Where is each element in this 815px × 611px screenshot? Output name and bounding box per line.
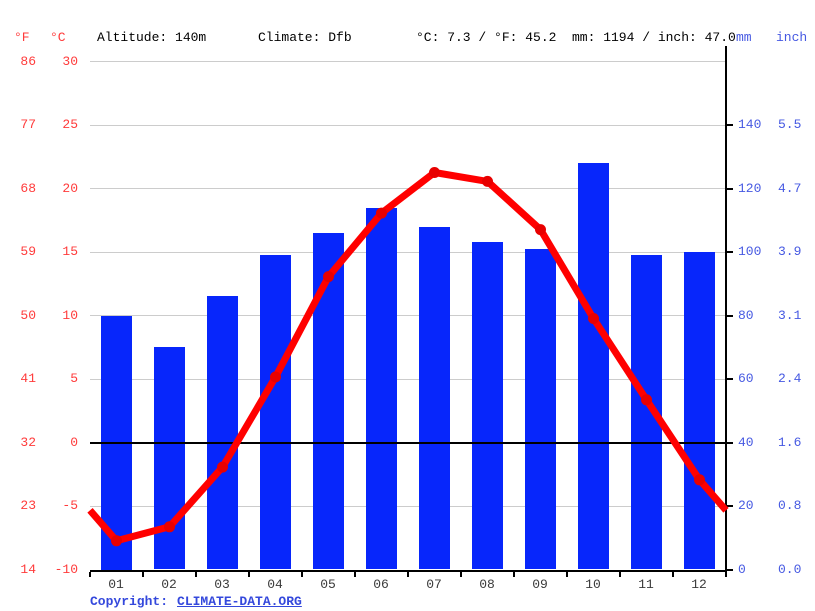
month-label: 06	[373, 577, 389, 592]
precipitation-bar	[684, 252, 715, 569]
precipitation-bar	[260, 255, 291, 569]
month-label: 03	[214, 577, 230, 592]
gridline	[90, 61, 726, 62]
inch-tick-label: 3.1	[778, 308, 802, 323]
precipitation-bar	[525, 249, 556, 569]
bottom-axis-line	[90, 570, 727, 572]
inch-tick-label: 4.7	[778, 181, 802, 196]
precipitation-bar	[472, 242, 503, 569]
mm-tick-label: 140	[738, 117, 762, 132]
precipitation-bar	[419, 227, 450, 569]
fahrenheit-tick-label: 23	[20, 498, 36, 513]
header-altitude: Altitude: 140m	[97, 30, 207, 45]
precipitation-bar	[631, 255, 662, 569]
zero-degree-line	[90, 442, 726, 444]
mm-tick-label: 60	[738, 371, 754, 386]
mm-tick-label: 40	[738, 435, 754, 450]
fahrenheit-tick-label: 59	[20, 244, 36, 259]
header-unit-f: °F	[14, 30, 30, 45]
temperature-point	[429, 167, 440, 178]
fahrenheit-tick-label: 86	[20, 54, 36, 69]
precipitation-bar	[154, 347, 185, 569]
fahrenheit-tick-label: 32	[20, 435, 36, 450]
bottom-axis-tick	[619, 572, 621, 577]
copyright: Copyright: CLIMATE-DATA.ORG	[90, 594, 302, 609]
month-label: 08	[479, 577, 495, 592]
bottom-axis-tick	[142, 572, 144, 577]
bottom-axis-tick	[566, 572, 568, 577]
gridline	[90, 188, 726, 189]
fahrenheit-tick-label: 14	[20, 562, 36, 577]
month-label: 10	[585, 577, 601, 592]
bottom-axis-tick	[725, 572, 727, 577]
celsius-tick-label: 15	[62, 244, 78, 259]
gridline	[90, 125, 726, 126]
inch-tick-label: 0.8	[778, 498, 802, 513]
month-label: 04	[267, 577, 283, 592]
bottom-axis-tick	[672, 572, 674, 577]
header-unit-mm: mm	[736, 30, 752, 45]
celsius-tick-label: 20	[62, 181, 78, 196]
month-label: 11	[638, 577, 654, 592]
precipitation-bar	[313, 233, 344, 569]
right-axis-tick	[726, 124, 733, 126]
right-axis-tick	[726, 188, 733, 190]
right-axis-tick	[726, 442, 733, 444]
fahrenheit-tick-label: 77	[20, 117, 36, 132]
inch-tick-label: 2.4	[778, 371, 802, 386]
month-label: 12	[691, 577, 707, 592]
mm-tick-label: 20	[738, 498, 754, 513]
celsius-tick-label: 0	[70, 435, 78, 450]
month-label: 09	[532, 577, 548, 592]
month-label: 07	[426, 577, 442, 592]
precipitation-bar	[207, 296, 238, 569]
right-axis-tick	[726, 251, 733, 253]
gridline	[90, 252, 726, 253]
temperature-point	[535, 224, 546, 236]
mm-tick-label: 80	[738, 308, 754, 323]
inch-tick-label: 5.5	[778, 117, 802, 132]
celsius-tick-label: 10	[62, 308, 78, 323]
precipitation-bar	[578, 163, 609, 569]
celsius-tick-label: 30	[62, 54, 78, 69]
inch-tick-label: 1.6	[778, 435, 802, 450]
bottom-axis-tick	[513, 572, 515, 577]
header-unit-c: °C	[50, 30, 66, 45]
month-label: 02	[161, 577, 177, 592]
fahrenheit-tick-label: 41	[20, 371, 36, 386]
precipitation-bar	[366, 208, 397, 569]
bottom-axis-tick	[248, 572, 250, 577]
mm-tick-label: 100	[738, 244, 762, 259]
right-axis-tick	[726, 569, 733, 571]
bottom-axis-tick	[354, 572, 356, 577]
month-label: 05	[320, 577, 336, 592]
fahrenheit-tick-label: 68	[20, 181, 36, 196]
right-axis-tick	[726, 315, 733, 317]
header-unit-inch: inch	[776, 30, 808, 45]
celsius-tick-label: 5	[70, 371, 78, 386]
mm-tick-label: 120	[738, 181, 762, 196]
right-axis-tick	[726, 505, 733, 507]
climate-data-link[interactable]: CLIMATE-DATA.ORG	[177, 594, 302, 609]
header-climate: Climate: Dfb	[258, 30, 352, 45]
bottom-axis-tick	[407, 572, 409, 577]
inch-tick-label: 3.9	[778, 244, 802, 259]
inch-tick-label: 0.0	[778, 562, 802, 577]
celsius-tick-label: -5	[62, 498, 78, 513]
celsius-tick-label: 25	[62, 117, 78, 132]
celsius-tick-label: -10	[54, 562, 78, 577]
bottom-axis-tick	[460, 572, 462, 577]
right-axis-tick	[726, 378, 733, 380]
bottom-axis-tick	[301, 572, 303, 577]
bottom-axis-tick	[195, 572, 197, 577]
fahrenheit-tick-label: 50	[20, 308, 36, 323]
header-precipitation: mm: 1194 / inch: 47.0	[572, 30, 736, 45]
copyright-label: Copyright:	[90, 594, 169, 609]
month-label: 01	[108, 577, 124, 592]
header-temperature: °C: 7.3 / °F: 45.2	[416, 30, 557, 45]
mm-tick-label: 0	[738, 562, 746, 577]
bottom-axis-tick	[89, 572, 91, 577]
temperature-point	[482, 175, 493, 187]
